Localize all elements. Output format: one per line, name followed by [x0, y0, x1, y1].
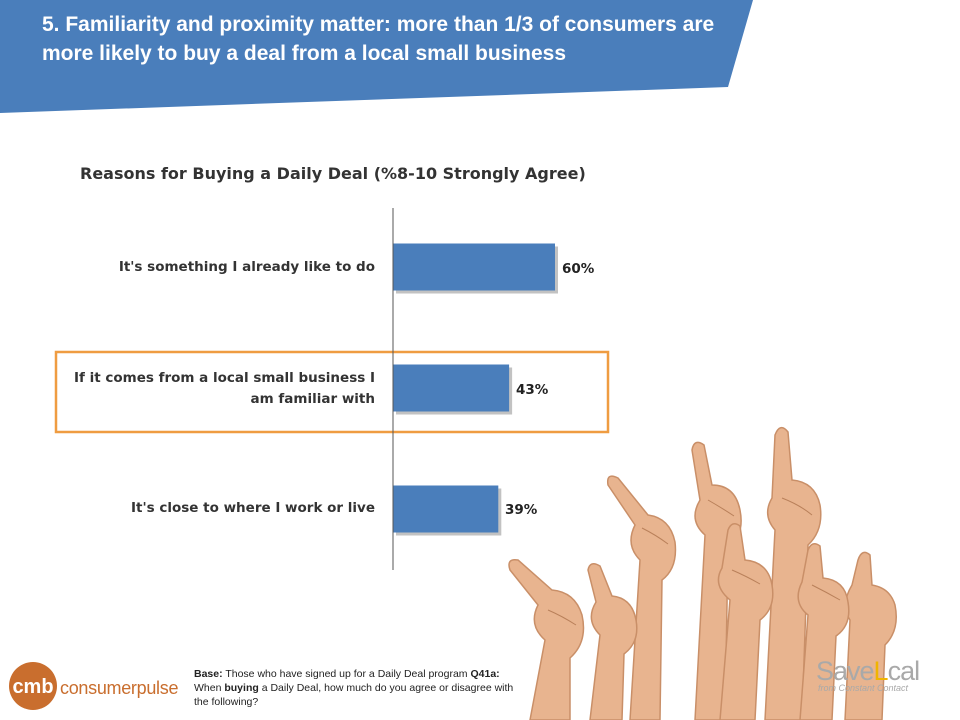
footnote-question-label: Q41a: — [470, 668, 500, 680]
footnote-question-post: a Daily Deal, how much do you agree or d… — [194, 682, 514, 708]
title-banner — [0, 0, 753, 113]
slide-title: 5. Familiarity and proximity matter: mor… — [42, 13, 715, 65]
footnote-base-label: Base: — [194, 668, 223, 680]
savelocal-brand: SaveLcal — [816, 656, 920, 686]
savelocal-sub: from Constant Contact — [818, 683, 909, 693]
savelocal-logo: SaveLcal from Constant Contact — [816, 656, 920, 693]
bar — [393, 243, 555, 291]
footnote-base-text: Those who have signed up for a Daily Dea… — [225, 668, 468, 680]
footnote-question-bold: buying — [224, 682, 259, 694]
category-label: It's something I already like to do — [118, 259, 375, 275]
data-label: 39% — [505, 502, 538, 518]
footnote: Base: Those who have signed up for a Dai… — [194, 667, 524, 709]
thumbs-up-photo — [508, 426, 897, 720]
data-label: 43% — [516, 382, 549, 398]
consumerpulse-text: consumerpulse — [60, 678, 179, 698]
bar — [393, 364, 510, 412]
highlight-box — [54, 350, 610, 434]
category-label: It's close to where I work or live — [131, 500, 375, 516]
bar — [393, 485, 499, 533]
footnote-question-pre: When — [194, 682, 222, 694]
cmb-logo: cmb — [9, 662, 57, 710]
data-label: 60% — [562, 261, 595, 277]
cmb-logo-mark: cmb — [12, 676, 53, 698]
map-pin-icon: L — [873, 656, 889, 686]
chart-title: Reasons for Buying a Daily Deal (%8-10 S… — [80, 164, 586, 183]
category-label: If it comes from a local small business … — [73, 370, 375, 407]
